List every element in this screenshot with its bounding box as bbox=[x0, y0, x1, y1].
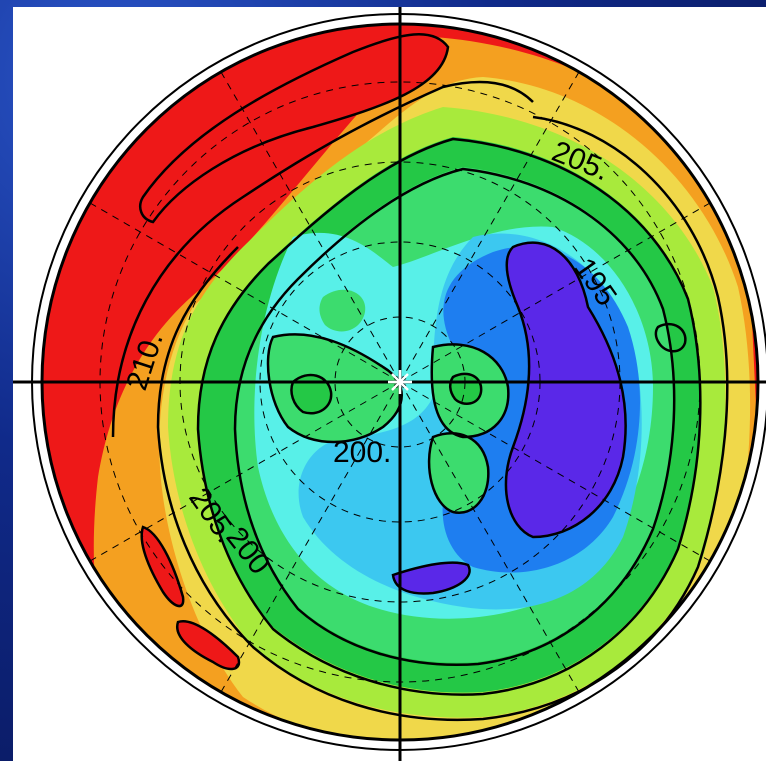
level-band bbox=[505, 242, 626, 537]
map-fill bbox=[42, 24, 758, 740]
level-band bbox=[429, 433, 489, 513]
level-band bbox=[291, 374, 332, 414]
map-boundary bbox=[40, 22, 760, 742]
map-panel: 205. 195 210. 200. 205. 200 bbox=[13, 7, 766, 761]
level-band bbox=[140, 34, 448, 223]
polar-map: 205. 195 210. 200. 205. 200 bbox=[13, 7, 766, 761]
level-band bbox=[141, 527, 184, 607]
level-band bbox=[319, 289, 366, 332]
contour-lines bbox=[111, 33, 729, 722]
map-outer-ring bbox=[31, 13, 766, 751]
pole-marker bbox=[388, 370, 412, 394]
level-band bbox=[177, 621, 239, 669]
contour-label: 200. bbox=[333, 436, 391, 469]
